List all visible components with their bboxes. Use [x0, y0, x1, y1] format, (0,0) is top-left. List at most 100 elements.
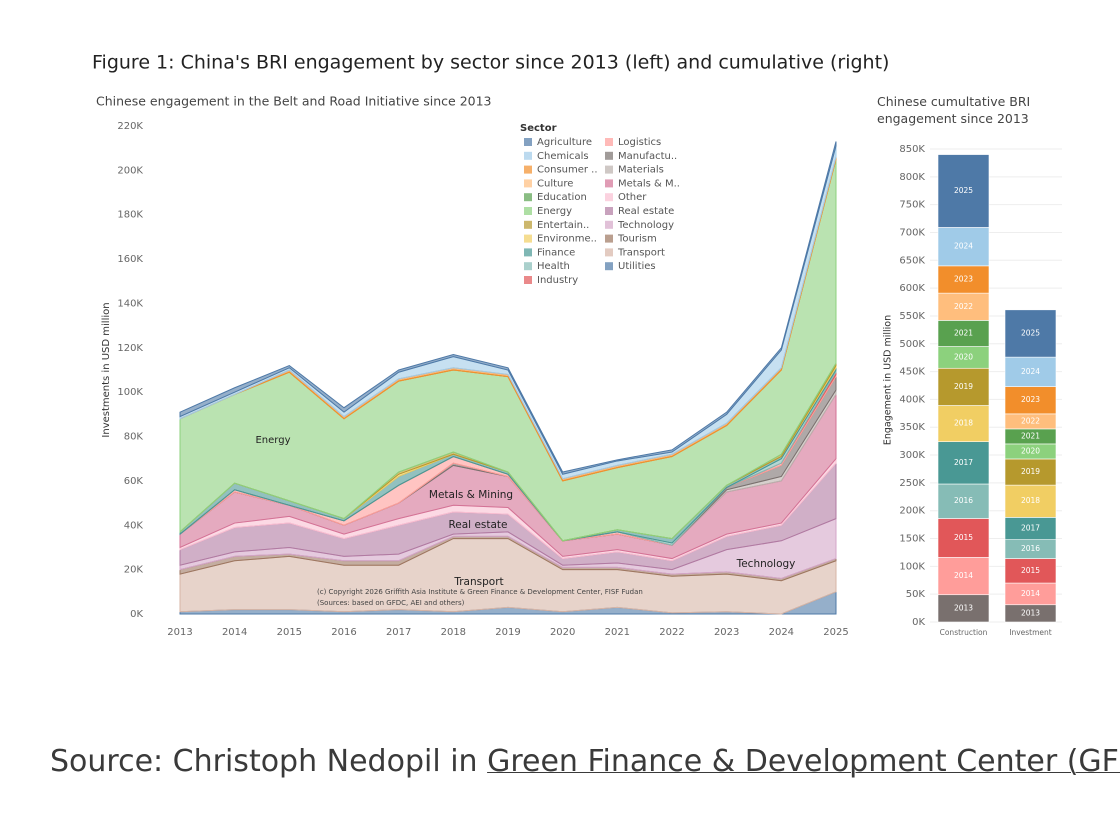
segment-label: 2014: [954, 571, 973, 580]
y-tick-label: 500K: [899, 339, 925, 350]
legend-label: Real estate: [618, 206, 674, 217]
y-tick-label: 140K: [117, 298, 143, 309]
x-tick-label: Investment: [1009, 628, 1052, 637]
legend-swatch: [605, 262, 613, 271]
legend-label: Consumer ..: [537, 165, 598, 176]
segment-label: 2023: [954, 274, 973, 283]
y-tick-label: 0K: [130, 609, 143, 620]
legend-label: Environme..: [537, 234, 597, 245]
legend-swatch: [524, 151, 532, 160]
bar-segment: [937, 483, 990, 519]
legend-label: Materials: [618, 165, 664, 176]
legend-label: Education: [537, 192, 587, 203]
legend-swatch: [524, 248, 532, 257]
x-tick-label: 2013: [167, 627, 192, 638]
y-tick-label: 40K: [124, 520, 144, 531]
legend-swatch: [524, 220, 532, 229]
bar-segment: [937, 518, 990, 558]
segment-label: 2013: [954, 603, 973, 612]
legend-swatch: [605, 138, 613, 146]
legend-label: Finance: [537, 247, 575, 258]
y-tick-label: 400K: [899, 394, 925, 405]
source-line: Source: Christoph Nedopil in Green Finan…: [50, 744, 1120, 779]
figure-title: Figure 1: China's BRI engagement by sect…: [92, 52, 889, 74]
segment-label: 2015: [954, 533, 973, 542]
source-link[interactable]: Green Finance & Development Center (GFDC…: [487, 744, 1120, 779]
y-axis-label: Investments in USD million: [101, 302, 112, 437]
y-tick-label: 600K: [899, 283, 925, 294]
y-tick-label: 200K: [117, 165, 143, 176]
area: [179, 141, 837, 475]
segment-label: 2020: [1021, 446, 1040, 455]
legend-swatch: [524, 138, 532, 146]
bar-segment: [1004, 458, 1057, 486]
y-tick-label: 700K: [899, 227, 925, 238]
bar-segment: [937, 367, 990, 406]
legend-label: Transport: [617, 247, 665, 258]
x-tick-label: 2024: [769, 627, 794, 638]
y-tick-label: 180K: [117, 210, 143, 221]
y-tick-label: 200K: [899, 506, 925, 517]
bar-segment: [1004, 309, 1057, 358]
legend-swatch: [605, 193, 613, 202]
legend-label: Manufactu..: [618, 151, 677, 162]
bar-segment: [937, 265, 990, 294]
x-tick-label: 2019: [495, 627, 520, 638]
legend-swatch: [524, 276, 532, 284]
y-tick-label: 50K: [906, 589, 926, 600]
y-tick-label: 60K: [124, 476, 144, 487]
segment-label: 2018: [954, 419, 973, 428]
legend-swatch: [605, 207, 613, 215]
segment-label: 2013: [1021, 608, 1040, 617]
y-tick-label: 250K: [899, 478, 925, 489]
y-tick-label: 350K: [899, 422, 925, 433]
legend-swatch: [524, 193, 532, 202]
segment-label: 2024: [1021, 367, 1040, 376]
legend-swatch: [605, 220, 613, 229]
legend-label: Entertain..: [537, 220, 589, 231]
bar-segment: [937, 320, 990, 347]
x-tick-label: 2018: [441, 627, 466, 638]
segment-label: 2019: [954, 382, 973, 391]
annotation: Transport: [453, 576, 503, 588]
legend-swatch: [524, 234, 532, 243]
x-tick-label: Construction: [940, 628, 988, 637]
bar-segment: [1004, 484, 1057, 518]
y-tick-label: 450K: [899, 367, 925, 378]
x-tick-label: 2014: [222, 627, 247, 638]
x-tick-label: 2022: [659, 627, 684, 638]
bar-segment: [937, 594, 990, 623]
x-tick-label: 2020: [550, 627, 575, 638]
legend-swatch: [524, 262, 532, 271]
legend-swatch: [605, 151, 613, 160]
bar-segment: [937, 154, 990, 228]
y-tick-label: 300K: [899, 450, 925, 461]
legend-label: Tourism: [617, 234, 657, 245]
bar-segment: [937, 441, 990, 485]
y-tick-label: 80K: [124, 432, 144, 443]
segment-label: 2017: [1021, 524, 1040, 533]
legend-label: Technology: [617, 220, 674, 231]
legend-label: Metals & M..: [618, 178, 680, 189]
segment-label: 2015: [1021, 566, 1040, 575]
segment-label: 2021: [1021, 431, 1040, 440]
segment-label: 2016: [954, 496, 973, 505]
y-tick-label: 20K: [124, 565, 144, 576]
segment-label: 2023: [1021, 395, 1040, 404]
legend-label: Other: [618, 192, 647, 203]
segment-label: 2024: [954, 242, 973, 251]
segment-label: 2021: [954, 328, 973, 337]
y-tick-label: 100K: [899, 561, 925, 572]
segment-label: 2025: [954, 186, 973, 195]
y-tick-label: 850K: [899, 144, 925, 155]
y-tick-label: 550K: [899, 311, 925, 322]
bar-segment: [1004, 356, 1057, 387]
legend-swatch: [605, 248, 613, 257]
legend-title: Sector: [520, 123, 557, 134]
bar-segment: [1004, 558, 1057, 584]
legend-label: Utilities: [618, 261, 656, 272]
x-tick-label: 2017: [386, 627, 411, 638]
y-tick-label: 0K: [912, 617, 925, 628]
